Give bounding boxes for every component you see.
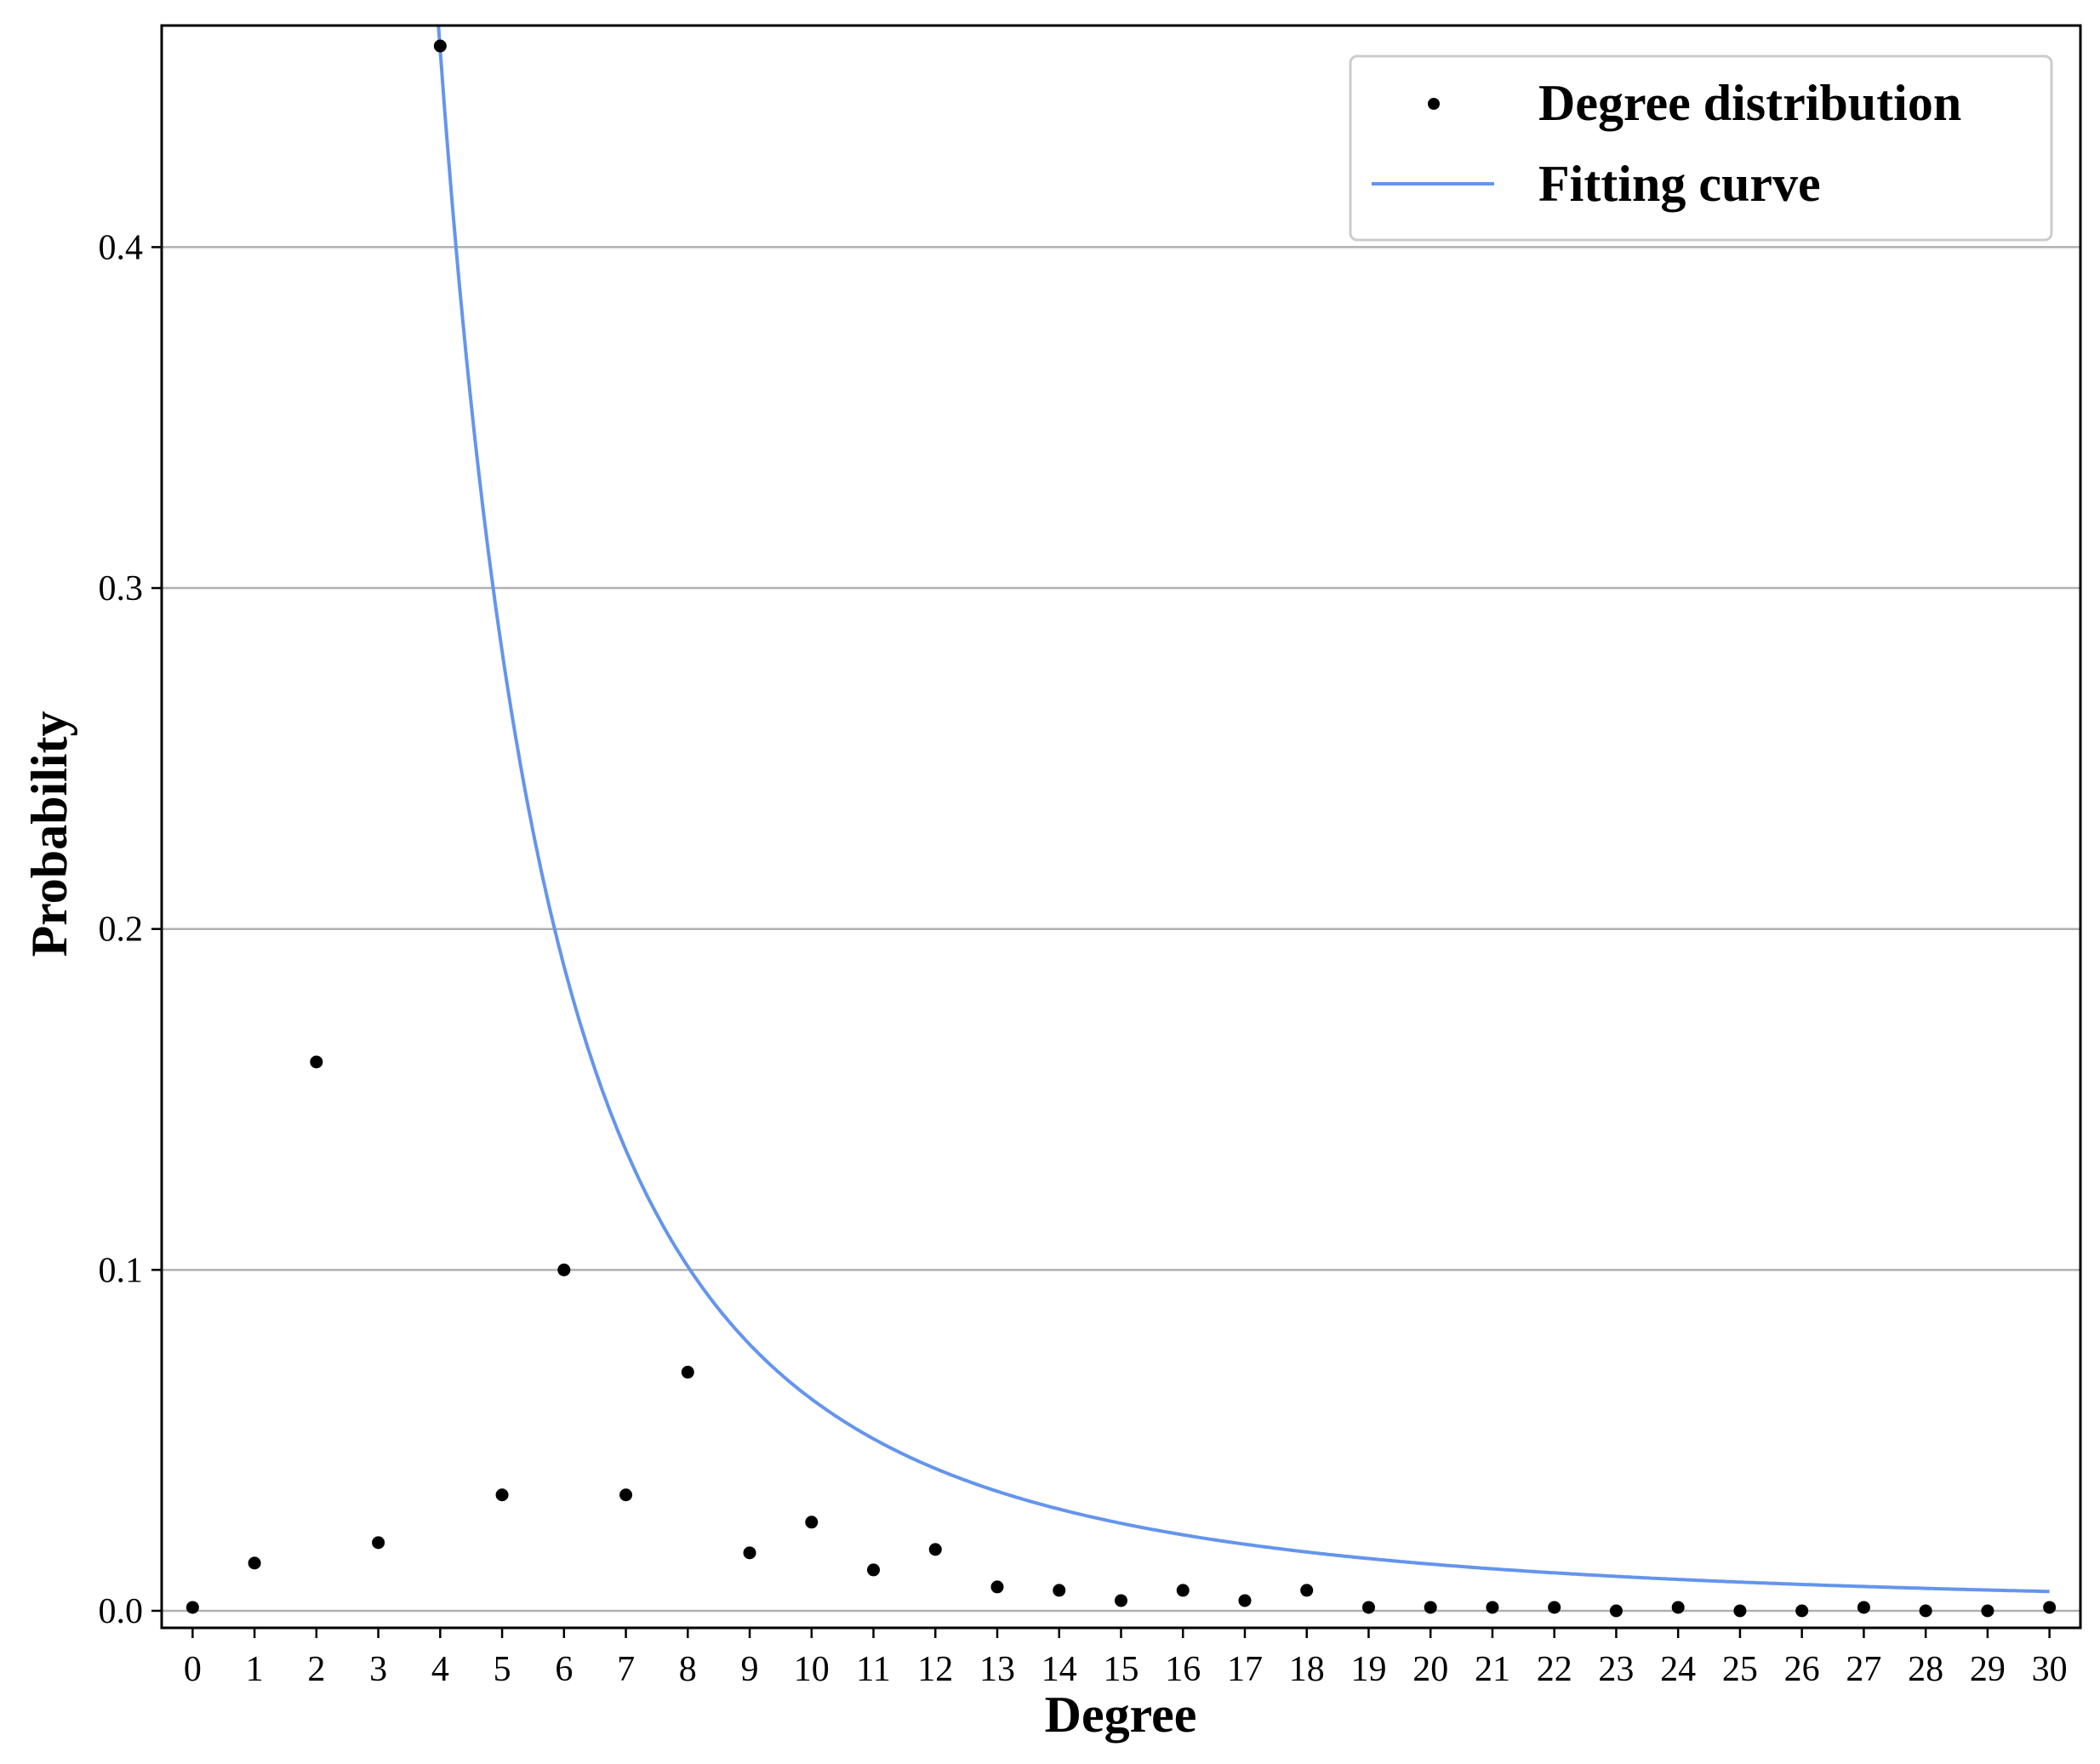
data-point-degree-1: [248, 1556, 261, 1570]
data-point-degree-12: [928, 1543, 942, 1556]
x-tick-label-22: 22: [1537, 1650, 1572, 1689]
data-point-degree-20: [1424, 1601, 1437, 1614]
legend-box: [1349, 54, 2053, 242]
data-point-degree-10: [805, 1516, 819, 1529]
grid-lines: [162, 246, 2080, 1613]
x-tick-label-11: 11: [856, 1650, 890, 1689]
data-point-degree-18: [1300, 1584, 1314, 1597]
x-tick-label-12: 12: [917, 1650, 953, 1689]
data-point-degree-13: [990, 1580, 1004, 1594]
x-tick-label-0: 0: [184, 1650, 202, 1689]
x-tick-label-28: 28: [1908, 1650, 1943, 1689]
data-point-degree-26: [1795, 1604, 1809, 1618]
data-point-degree-19: [1361, 1601, 1375, 1614]
x-tick-label-19: 19: [1350, 1650, 1386, 1689]
data-point-degree-9: [743, 1546, 756, 1560]
y-tick-label-4: 0.4: [99, 228, 144, 267]
x-tick-label-8: 8: [679, 1650, 697, 1689]
x-tick-label-25: 25: [1722, 1650, 1758, 1689]
legend-marker-degree-distribution: [1428, 98, 1440, 110]
fitting-curve-line: [437, 26, 2050, 1594]
y-axis-label: Probability: [21, 711, 77, 957]
x-tick-label-16: 16: [1165, 1650, 1201, 1689]
legend: Degree distribution Fitting curve: [1349, 54, 2053, 242]
fitting-curve-layer: [437, 26, 2050, 1594]
axes-layer: 0.00.10.20.30.40 1 2 3 4 5 6 7 8 9 10 11 12 13 14 15 16 1…: [99, 24, 2082, 1689]
x-tick-label-29: 29: [1970, 1650, 2006, 1689]
data-point-degree-3: [372, 1536, 385, 1550]
data-point-degree-27: [1857, 1601, 1870, 1614]
x-tick-label-7: 7: [617, 1650, 635, 1689]
x-tick-label-9: 9: [741, 1650, 759, 1689]
y-tick-label-1: 0.1: [99, 1251, 144, 1290]
data-point-degree-8: [681, 1366, 694, 1379]
data-point-degree-28: [1919, 1604, 1932, 1618]
data-point-degree-5: [495, 1488, 509, 1502]
data-point-degree-17: [1238, 1594, 1252, 1607]
y-tick-label-2: 0.2: [99, 911, 144, 950]
data-point-degree-30: [2043, 1601, 2057, 1614]
data-point-degree-23: [1609, 1604, 1623, 1618]
x-tick-label-4: 4: [431, 1650, 449, 1689]
data-point-degree-14: [1053, 1584, 1066, 1597]
data-point-degree-4: [433, 39, 447, 53]
x-axis-label: Degree: [1045, 1687, 1197, 1743]
x-tick-label-21: 21: [1475, 1650, 1510, 1689]
x-tick-label-20: 20: [1412, 1650, 1448, 1689]
data-point-degree-11: [867, 1563, 881, 1577]
data-point-degree-22: [1548, 1601, 1561, 1614]
x-tick-label-15: 15: [1104, 1650, 1139, 1689]
data-point-degree-2: [310, 1055, 323, 1069]
data-point-degree-29: [1981, 1604, 1994, 1618]
y-tick-label-0: 0.0: [99, 1592, 144, 1631]
data-point-degree-25: [1733, 1604, 1747, 1618]
x-tick-label-18: 18: [1289, 1650, 1325, 1689]
x-tick-label-14: 14: [1041, 1650, 1077, 1689]
data-point-degree-15: [1115, 1594, 1127, 1607]
x-tick-label-26: 26: [1784, 1650, 1820, 1689]
data-point-degree-21: [1486, 1601, 1499, 1614]
x-tick-label-1: 1: [246, 1650, 264, 1689]
data-point-degree-24: [1671, 1601, 1685, 1614]
x-tick-label-30: 30: [2032, 1650, 2068, 1689]
x-tick-label-5: 5: [494, 1650, 511, 1689]
y-tick-label-3: 0.3: [99, 569, 144, 608]
x-tick-label-13: 13: [979, 1650, 1015, 1689]
x-tick-label-23: 23: [1598, 1650, 1634, 1689]
x-tick-label-6: 6: [555, 1650, 573, 1689]
legend-label-fitting-curve: Fitting curve: [1538, 156, 1821, 212]
x-tick-label-2: 2: [307, 1650, 325, 1689]
data-point-degree-0: [185, 1601, 199, 1614]
x-tick-label-24: 24: [1660, 1650, 1696, 1689]
plot-frame: [160, 24, 2082, 1630]
x-tick-label-3: 3: [369, 1650, 387, 1689]
data-point-degree-16: [1176, 1584, 1190, 1597]
data-point-degree-7: [619, 1488, 633, 1502]
scatter-points-layer: [185, 39, 2057, 1618]
x-tick-label-10: 10: [794, 1650, 830, 1689]
x-tick-label-17: 17: [1227, 1650, 1263, 1689]
x-tick-label-27: 27: [1846, 1650, 1881, 1689]
legend-label-degree-distribution: Degree distribution: [1538, 75, 1961, 131]
data-point-degree-6: [557, 1263, 571, 1276]
